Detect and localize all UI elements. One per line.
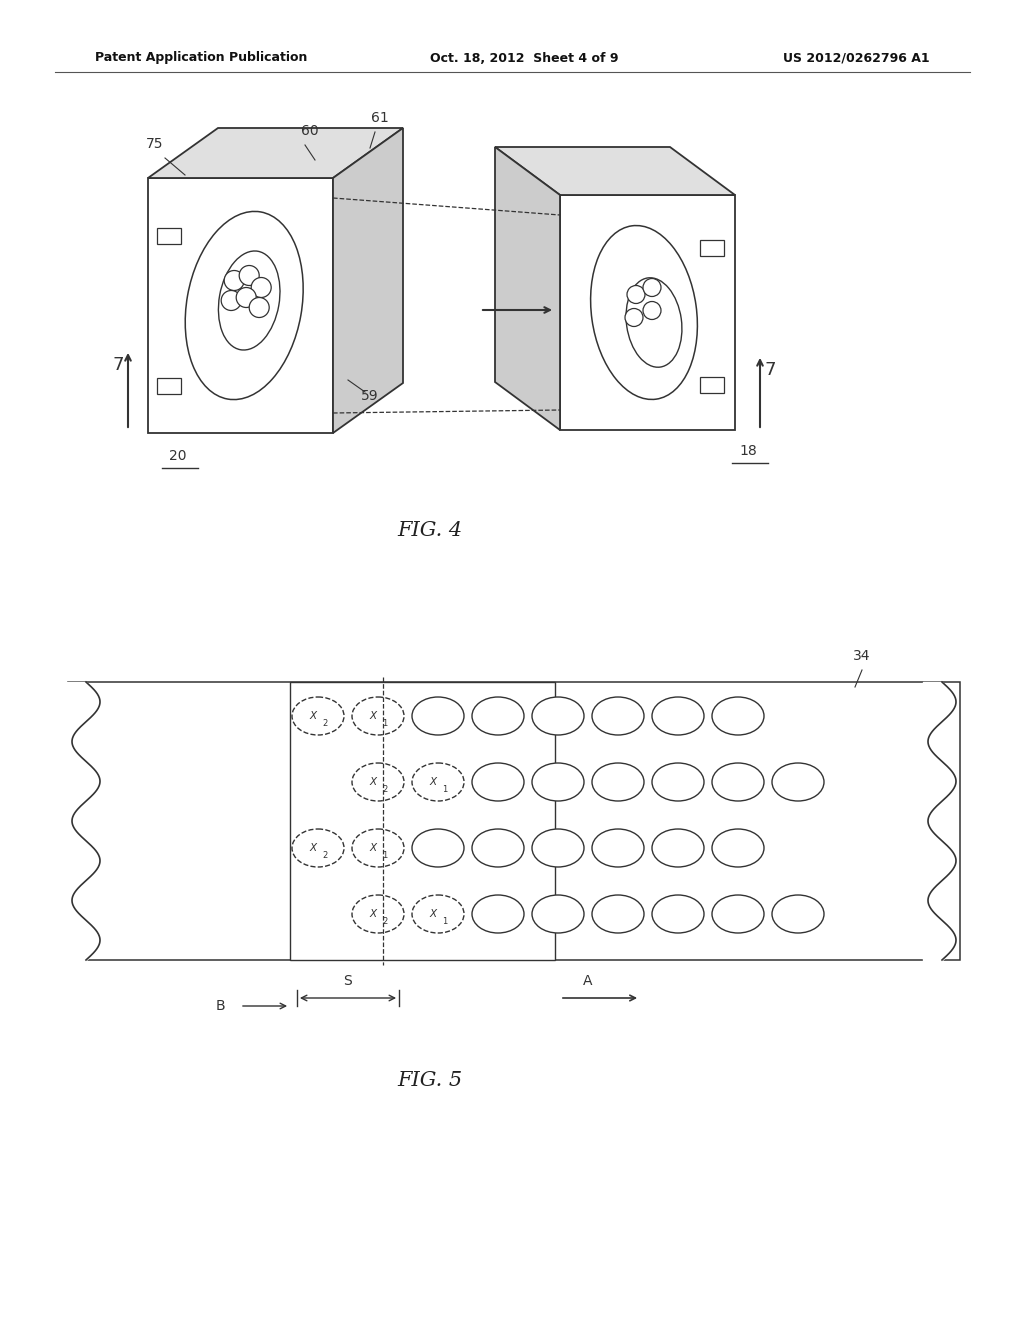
Text: 18: 18 (739, 444, 757, 458)
Ellipse shape (712, 697, 764, 735)
Ellipse shape (712, 895, 764, 933)
Text: $X$: $X$ (309, 709, 318, 721)
Ellipse shape (652, 895, 705, 933)
Ellipse shape (772, 895, 824, 933)
Ellipse shape (412, 697, 464, 735)
Ellipse shape (652, 763, 705, 801)
Ellipse shape (472, 829, 524, 867)
Text: 75: 75 (146, 137, 164, 150)
Text: FIG. 5: FIG. 5 (397, 1071, 463, 1089)
Ellipse shape (472, 697, 524, 735)
Text: $X$: $X$ (369, 841, 379, 853)
Polygon shape (495, 147, 735, 195)
Text: 7: 7 (113, 356, 124, 374)
Text: 1: 1 (442, 916, 447, 925)
Ellipse shape (712, 829, 764, 867)
Text: 2: 2 (323, 718, 328, 727)
Text: $X$: $X$ (309, 841, 318, 853)
Text: 2: 2 (382, 916, 388, 925)
Polygon shape (148, 128, 403, 178)
Ellipse shape (472, 895, 524, 933)
Ellipse shape (352, 895, 404, 933)
Ellipse shape (592, 829, 644, 867)
Text: B: B (215, 999, 225, 1012)
Ellipse shape (591, 226, 697, 400)
Text: 34: 34 (853, 649, 870, 663)
Ellipse shape (412, 895, 464, 933)
Ellipse shape (626, 277, 682, 367)
Text: $X$: $X$ (369, 907, 379, 919)
Text: $X$: $X$ (369, 775, 379, 787)
Ellipse shape (532, 697, 584, 735)
Text: 7: 7 (764, 360, 776, 379)
Circle shape (240, 265, 259, 285)
Polygon shape (560, 195, 735, 430)
Text: $X$: $X$ (369, 709, 379, 721)
Text: 61: 61 (371, 111, 389, 125)
Ellipse shape (532, 895, 584, 933)
Bar (290, 682, 555, 960)
Text: 20: 20 (169, 449, 186, 463)
Circle shape (237, 288, 256, 308)
Ellipse shape (712, 763, 764, 801)
Ellipse shape (652, 697, 705, 735)
Polygon shape (495, 147, 560, 430)
Ellipse shape (412, 763, 464, 801)
Text: Patent Application Publication: Patent Application Publication (95, 51, 307, 65)
Bar (700, 239, 724, 256)
Ellipse shape (592, 895, 644, 933)
Text: 2: 2 (382, 784, 388, 793)
Bar (68, 682, 961, 960)
Text: 2: 2 (323, 850, 328, 859)
Ellipse shape (412, 829, 464, 867)
Text: Oct. 18, 2012  Sheet 4 of 9: Oct. 18, 2012 Sheet 4 of 9 (430, 51, 618, 65)
Ellipse shape (592, 763, 644, 801)
Bar (158, 227, 181, 243)
Ellipse shape (292, 697, 344, 735)
Text: $X$: $X$ (429, 907, 439, 919)
Circle shape (249, 297, 269, 318)
Ellipse shape (652, 829, 705, 867)
Circle shape (221, 290, 242, 310)
Circle shape (224, 271, 244, 290)
Text: 59: 59 (361, 389, 379, 403)
Text: US 2012/0262796 A1: US 2012/0262796 A1 (783, 51, 930, 65)
Ellipse shape (352, 763, 404, 801)
Ellipse shape (532, 763, 584, 801)
Ellipse shape (472, 763, 524, 801)
Polygon shape (333, 128, 403, 433)
Text: $X$: $X$ (429, 775, 439, 787)
Circle shape (625, 309, 643, 326)
Circle shape (643, 279, 662, 297)
Circle shape (643, 301, 662, 319)
Ellipse shape (292, 829, 344, 867)
Text: FIG. 4: FIG. 4 (397, 520, 463, 540)
Bar (700, 376, 724, 392)
Ellipse shape (532, 829, 584, 867)
Text: 1: 1 (382, 850, 388, 859)
Text: A: A (584, 974, 593, 987)
Ellipse shape (352, 697, 404, 735)
Ellipse shape (772, 763, 824, 801)
Ellipse shape (592, 697, 644, 735)
Bar (158, 378, 181, 393)
Text: 1: 1 (442, 784, 447, 793)
Text: 60: 60 (301, 124, 318, 139)
Ellipse shape (352, 829, 404, 867)
Ellipse shape (218, 251, 280, 350)
Text: S: S (344, 974, 352, 987)
Polygon shape (148, 178, 333, 433)
Ellipse shape (185, 211, 303, 400)
Circle shape (251, 277, 271, 297)
Circle shape (627, 285, 645, 304)
Text: 1: 1 (382, 718, 388, 727)
